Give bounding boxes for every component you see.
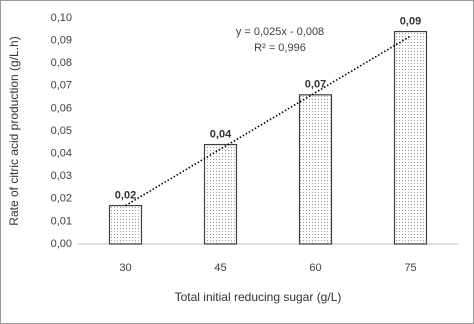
value-label: 0,07 — [305, 79, 326, 91]
y-tick-label: 0,02 — [51, 193, 72, 205]
x-tick-label: 60 — [309, 262, 321, 274]
y-tick-label: 0,04 — [51, 148, 72, 160]
bar — [108, 204, 143, 245]
y-tick-label: 0,05 — [51, 125, 72, 137]
bar — [393, 30, 428, 245]
r-squared: R² = 0,996 — [254, 42, 306, 54]
y-tick-label: 0,03 — [51, 170, 72, 182]
y-tick-label: 0,00 — [51, 238, 72, 250]
y-tick-label: 0,01 — [51, 215, 72, 227]
value-label: 0,09 — [400, 15, 421, 27]
x-tick-label: 75 — [404, 262, 416, 274]
y-tick-label: 0,07 — [51, 80, 72, 92]
equation: y = 0,025x - 0,008 — [236, 26, 324, 38]
y-tick-label: 0,09 — [51, 35, 72, 47]
y-tick-label: 0,06 — [51, 102, 72, 114]
trend-line — [125, 35, 411, 207]
x-tick-label: 45 — [214, 262, 226, 274]
y-axis-title: Rate of citric acid production (g/L.h) — [7, 36, 21, 225]
bar — [203, 143, 238, 245]
bar — [298, 94, 333, 245]
x-tick-label: 30 — [119, 262, 131, 274]
y-tick-label: 0,10 — [51, 12, 72, 24]
x-axis-title: Total initial reducing sugar (g/L) — [175, 290, 342, 304]
y-tick-label: 0,08 — [51, 57, 72, 69]
value-label: 0,02 — [115, 189, 136, 201]
value-label: 0,04 — [210, 128, 232, 140]
